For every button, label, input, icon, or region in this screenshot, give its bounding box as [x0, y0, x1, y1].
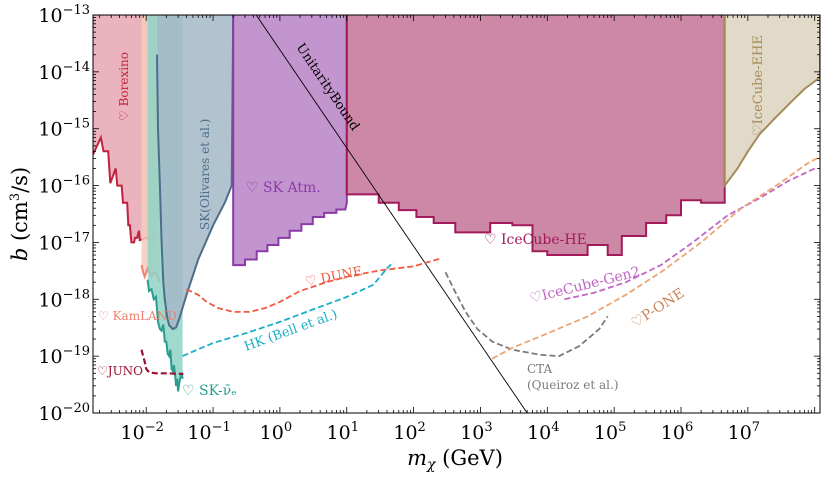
dune-curve [186, 257, 441, 313]
y-tick-label: 10−20 [38, 401, 90, 425]
icecube-ehe-boundary [723, 15, 820, 189]
x-tick-label: 106 [661, 420, 693, 444]
juno-curve [140, 349, 184, 375]
x-tick-label: 102 [393, 420, 425, 444]
p-one-curve [491, 156, 820, 360]
hk-bell-et-al-curve [182, 261, 395, 357]
icecube-he-boundary [345, 15, 726, 256]
y-tick-label: 10−16 [38, 174, 90, 198]
cta-label: CTA [527, 362, 553, 376]
y-tick-label: 10−15 [38, 117, 90, 141]
dune-label: ♡ DUNE [304, 264, 364, 290]
sk-atm-boundary [232, 15, 348, 267]
cta-sublabel: (Queiroz et al.) [527, 378, 619, 392]
y-tick-label: 10−14 [38, 60, 90, 84]
kamland-label: ♡ KamLAND [98, 309, 177, 323]
sk-nue-boundary [146, 279, 184, 392]
x-tick-label: 107 [728, 420, 760, 444]
borexino-region [93, 15, 156, 243]
p-one-label: ♡P-ONE [628, 285, 687, 331]
icecube-he-region [346, 15, 725, 255]
sk-olivares-label: SK(Olivares et al.) [198, 119, 212, 230]
axis-ticks: 10−2 10−1 100 101 102 103 104 105 106 107 10−20 10−… [38, 3, 820, 444]
sk-nue-label: ♡ SK-ν̄ₑ [182, 383, 237, 399]
icecube-ehe-region [724, 15, 820, 186]
y-tick-label: 10−13 [38, 3, 90, 27]
sk-olivares-region [157, 15, 234, 329]
x-tick-label: 100 [260, 420, 292, 444]
icecube-gen2-curve [564, 167, 816, 301]
borexino-label: ♡ Borexino [117, 52, 131, 121]
x-tick-label: 105 [594, 420, 626, 444]
icecube-ehe-label: ♡IceCube-EHE [751, 35, 766, 136]
plot-frame [92, 14, 821, 414]
borexino-boundary [93, 134, 157, 244]
unitarity-bound-curve [255, 15, 528, 413]
sk-atm-label: ♡ SK Atm. [246, 180, 321, 196]
x-tick-label: 10−1 [187, 420, 230, 444]
x-tick-label: 104 [527, 420, 559, 444]
y-tick-label: 10−17 [38, 230, 90, 254]
constraint-regions [93, 15, 820, 392]
cta-curve [444, 271, 609, 358]
sk-olivares-boundary [156, 15, 235, 331]
icecube-he-label: ♡ IceCube-HE [484, 232, 587, 248]
icecube-gen2-label: ♡IceCube-Gen2 [528, 264, 642, 307]
x-tick-label: 103 [460, 420, 492, 444]
y-axis-title: b (cm3/s) [8, 167, 32, 261]
hk-label: HK (Bell et al.) [242, 307, 339, 355]
y-tick-label: 10−18 [38, 287, 90, 311]
x-tick-label: 10−2 [121, 420, 164, 444]
x-tick-label: 101 [327, 420, 359, 444]
projection-curves [140, 15, 820, 413]
x-axis-title: mχ (GeV) [407, 446, 503, 473]
y-tick-label: 10−19 [38, 344, 90, 368]
sk-atm-region [233, 15, 347, 266]
juno-label: ♡JUNO [97, 364, 143, 378]
